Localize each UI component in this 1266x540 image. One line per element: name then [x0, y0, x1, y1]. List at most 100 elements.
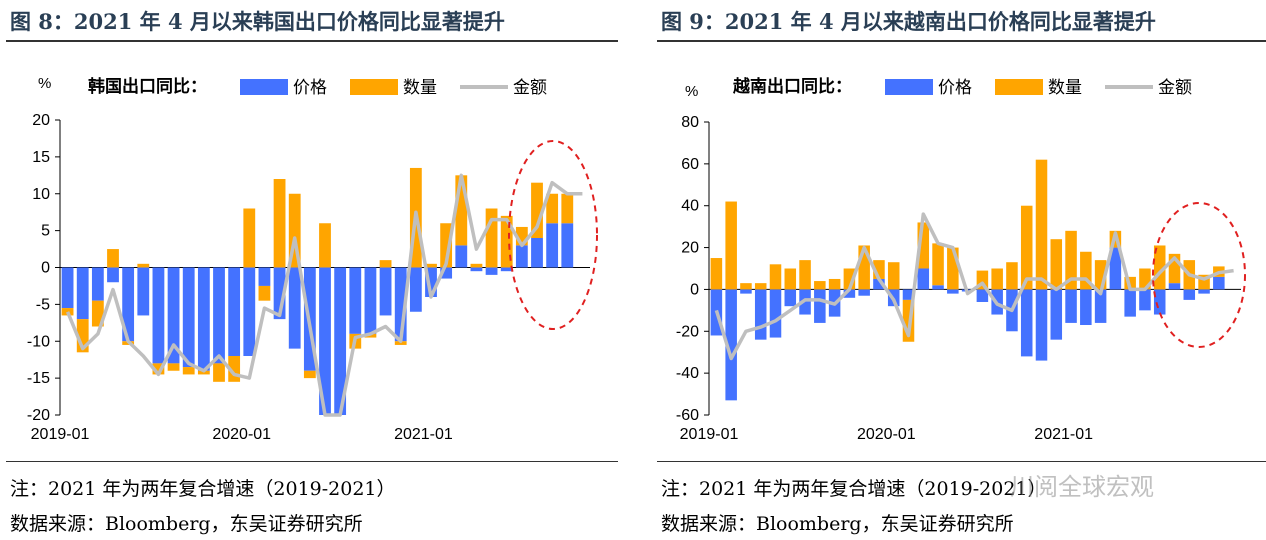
- bar-volume: [152, 363, 165, 375]
- bar-price: [455, 245, 468, 268]
- bar-price: [152, 267, 165, 364]
- y-tick-label: 5: [41, 223, 50, 240]
- bar-price: [137, 267, 150, 316]
- bar-price: [1094, 289, 1107, 323]
- bar-price: [858, 289, 870, 296]
- x-tick-label: 2021-01: [394, 426, 453, 443]
- bar-volume: [1035, 159, 1048, 290]
- bar-price: [754, 289, 767, 340]
- y-tick-label: 10: [32, 186, 50, 203]
- bar-price: [213, 267, 225, 364]
- y-tick-label: 15: [32, 149, 50, 166]
- bar-volume: [873, 260, 885, 279]
- bar-price: [182, 267, 195, 368]
- bar-price: [243, 267, 256, 356]
- highlight-ellipse: [508, 140, 598, 330]
- bar-price: [1065, 289, 1077, 323]
- bar-price: [470, 267, 483, 272]
- bar-volume: [1006, 262, 1018, 290]
- bar-volume: [710, 258, 723, 290]
- bar-volume: [91, 300, 104, 327]
- bar-volume: [799, 260, 811, 290]
- bar-volume: [137, 263, 150, 268]
- x-tick-label: 2019-01: [31, 426, 90, 443]
- bar-price: [409, 267, 422, 312]
- y-tick-label: 0: [41, 260, 50, 277]
- bar-volume: [258, 285, 271, 301]
- x-tick-label: 2021-01: [1034, 426, 1093, 443]
- figure-note: 注：2021 年为两年复合增速（2019-2021）: [10, 478, 396, 500]
- note-rule: [6, 461, 618, 462]
- bar-volume: [917, 222, 930, 269]
- figure-9: 图 9：2021 年 4 月以来越南出口价格同比显著提升 % 越南出口同比： 价格数…: [645, 0, 1266, 540]
- bar-volume: [440, 223, 453, 268]
- bar-volume: [1198, 274, 1210, 290]
- y-tick-label: 20: [681, 240, 699, 257]
- bar-price: [917, 268, 930, 290]
- bar-price: [814, 289, 826, 323]
- legend-label: 数量: [1048, 78, 1082, 97]
- legend-title: 越南出口同比：: [732, 76, 852, 96]
- unit-label: %: [38, 75, 51, 92]
- bar-volume: [858, 245, 870, 290]
- bar-volume: [531, 182, 543, 238]
- y-tick-label: -60: [676, 407, 699, 424]
- bar-volume: [561, 193, 574, 224]
- bar-volume: [394, 341, 407, 345]
- bar-volume: [1094, 260, 1107, 290]
- bar-price: [1020, 289, 1033, 357]
- bar-price: [902, 289, 915, 300]
- bar-volume: [470, 263, 483, 268]
- bar-price: [784, 289, 797, 307]
- value-line: [714, 212, 1234, 361]
- bar-volume: [991, 268, 1003, 290]
- y-tick-label: 40: [681, 198, 699, 215]
- note-rule: [657, 461, 1266, 462]
- bar-price: [947, 289, 959, 294]
- bar-price: [1035, 289, 1048, 361]
- bar-price: [546, 223, 559, 268]
- legend-swatch-bar: [240, 79, 288, 95]
- bar-volume: [364, 333, 377, 338]
- legend-title: 韩国出口同比：: [88, 76, 207, 96]
- bar-volume: [515, 226, 528, 246]
- bar-price: [258, 267, 271, 286]
- bar-volume: [228, 356, 241, 382]
- bar-volume: [769, 264, 782, 290]
- legend-label: 价格: [938, 78, 972, 97]
- bar-price: [61, 267, 74, 309]
- bar-volume: [379, 260, 392, 268]
- bar-volume: [1168, 253, 1181, 284]
- bar-price: [976, 289, 989, 302]
- bar-volume: [976, 270, 989, 290]
- bar-price: [440, 267, 453, 279]
- y-tick-label: -20: [676, 323, 699, 340]
- title-rule: [6, 40, 618, 42]
- bar-price: [1168, 283, 1181, 290]
- bar-price: [1109, 247, 1122, 290]
- bar-price: [485, 267, 498, 275]
- bar-price: [561, 223, 574, 268]
- legend-label: 数量: [403, 78, 437, 97]
- bar-volume: [243, 208, 256, 268]
- x-tick-label: 2020-01: [212, 426, 271, 443]
- y-tick-label: 0: [690, 281, 699, 298]
- bar-volume: [425, 263, 437, 268]
- bar-volume: [1050, 239, 1063, 290]
- bar-volume: [932, 243, 944, 286]
- bar-volume: [167, 363, 180, 371]
- bar-price: [500, 267, 513, 272]
- legend-label: 金额: [1158, 78, 1192, 97]
- bar-price: [425, 267, 437, 297]
- y-tick-label: -15: [27, 370, 50, 387]
- bar-volume: [213, 363, 225, 382]
- bar-price: [228, 267, 241, 356]
- bar-volume: [740, 283, 752, 290]
- bar-price: [379, 267, 392, 316]
- bar-price: [531, 238, 543, 268]
- y-tick-label: 60: [681, 156, 699, 173]
- legend-label: 金额: [513, 78, 547, 97]
- bar-volume: [902, 299, 915, 342]
- legend-swatch-bar: [995, 79, 1043, 95]
- x-tick-label: 2019-01: [680, 426, 739, 443]
